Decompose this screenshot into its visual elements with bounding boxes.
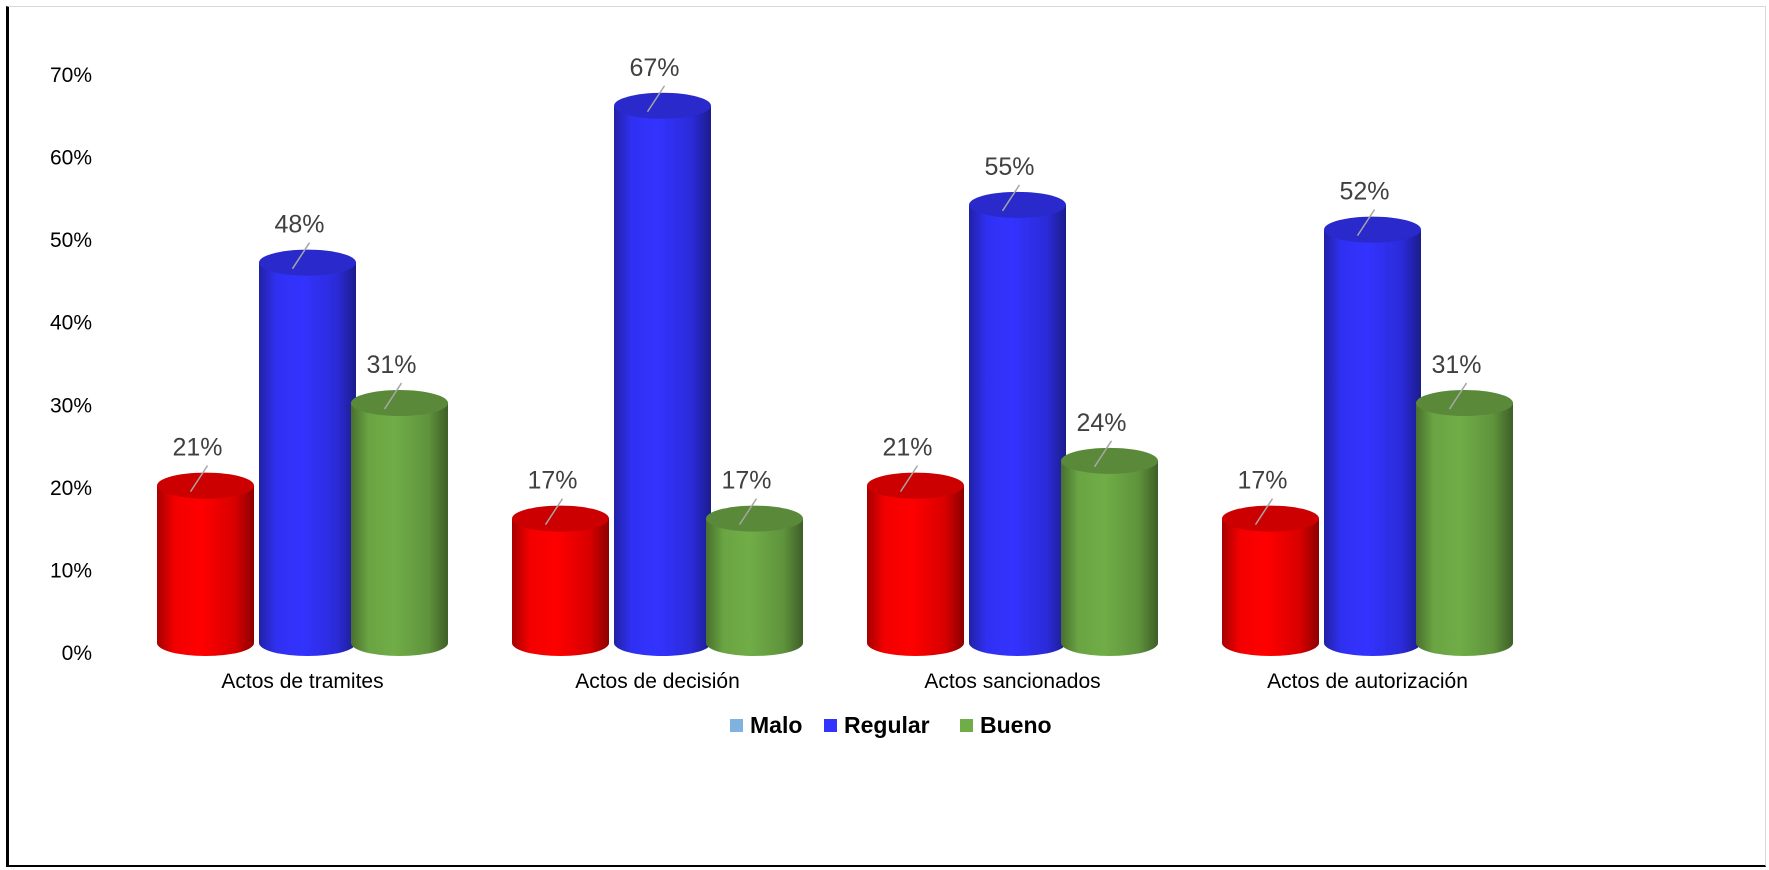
- data-label: 17%: [721, 467, 771, 495]
- bars-layer: [157, 92, 1513, 656]
- bar-top: [512, 505, 609, 532]
- leader-line: [544, 498, 564, 526]
- legend-label: Bueno: [980, 712, 1052, 738]
- x-category-label: Actos de autorización: [1267, 670, 1468, 693]
- bar-top: [969, 191, 1066, 218]
- bar-top: [259, 249, 356, 276]
- legend-swatch: [960, 719, 973, 732]
- bar-body: [867, 485, 964, 656]
- data-label: 24%: [1076, 409, 1126, 437]
- x-category-label: Actos de tramites: [221, 670, 383, 693]
- data-label: 31%: [366, 351, 416, 379]
- bar-top: [867, 472, 964, 499]
- legend-item-malo: Malo: [730, 712, 802, 738]
- legend-label: Malo: [750, 712, 802, 738]
- bar-malo: [157, 472, 254, 656]
- bar-bueno: [351, 390, 448, 656]
- bar-body: [351, 403, 448, 656]
- leader-line: [1001, 184, 1021, 212]
- data-label: 21%: [172, 434, 222, 462]
- leader-line: [899, 465, 919, 493]
- legend-item-bueno: Bueno: [960, 712, 1052, 738]
- legend-label: Regular: [844, 712, 930, 738]
- leader-line: [291, 242, 311, 270]
- bar-top: [706, 505, 803, 532]
- bar-malo: [867, 472, 964, 656]
- legend-swatch: [730, 719, 743, 732]
- bar-top: [351, 390, 448, 417]
- data-label: 17%: [527, 467, 577, 495]
- bar-body: [1324, 229, 1421, 656]
- leader-line: [1093, 440, 1113, 468]
- y-axis: 0% 10% 20% 30% 40% 50% 60% 70%: [50, 64, 92, 665]
- y-tick-label: 70%: [50, 64, 92, 87]
- bar-body: [969, 204, 1066, 656]
- bar-body: [157, 485, 254, 656]
- leader-line: [383, 382, 403, 410]
- legend-item-regular: Regular: [824, 712, 930, 738]
- bar-regular: [614, 92, 711, 656]
- leader-line: [1254, 498, 1274, 526]
- bar-body: [512, 518, 609, 656]
- bar-body: [614, 105, 711, 656]
- bar-bueno: [706, 505, 803, 656]
- y-tick-label: 50%: [50, 229, 92, 252]
- bar-top: [614, 92, 711, 119]
- bar-top: [1222, 505, 1319, 532]
- bar-body: [1222, 518, 1319, 656]
- x-category-label: Actos de decisión: [575, 670, 740, 693]
- bar-bueno: [1416, 390, 1513, 656]
- data-label: 17%: [1237, 467, 1287, 495]
- legend-swatch: [824, 719, 837, 732]
- legend: Malo Regular Bueno: [730, 712, 1052, 738]
- bar-regular: [259, 249, 356, 656]
- bar-top: [157, 472, 254, 499]
- bar-body: [1416, 403, 1513, 656]
- bar-body: [706, 518, 803, 656]
- data-label: 52%: [1339, 178, 1389, 206]
- bar-top: [1324, 216, 1421, 243]
- x-axis: Actos de tramites Actos de decisión Actos …: [221, 670, 1468, 693]
- bar-regular: [969, 191, 1066, 656]
- y-tick-label: 10%: [50, 559, 92, 582]
- y-tick-label: 60%: [50, 147, 92, 170]
- bar-malo: [1222, 505, 1319, 656]
- data-label: 48%: [274, 211, 324, 239]
- leader-line: [1356, 209, 1376, 237]
- bar-regular: [1324, 216, 1421, 656]
- leader-line: [646, 85, 666, 113]
- leader-line: [189, 465, 209, 493]
- y-tick-label: 30%: [50, 394, 92, 417]
- y-tick-label: 40%: [50, 312, 92, 335]
- data-label: 21%: [882, 434, 932, 462]
- data-label: 55%: [984, 153, 1034, 181]
- leader-line: [738, 498, 758, 526]
- bar-top: [1061, 447, 1158, 474]
- y-tick-label: 0%: [62, 642, 92, 665]
- y-tick-label: 20%: [50, 477, 92, 500]
- x-category-label: Actos sancionados: [924, 670, 1100, 693]
- bar-malo: [512, 505, 609, 656]
- data-label: 67%: [629, 54, 679, 82]
- bar-bueno: [1061, 447, 1158, 656]
- data-labels-layer: 21% 48% 31% 17% 67% 17% 21% 55% 24% 17% 52% 31%: [172, 54, 1482, 526]
- leader-line: [1448, 382, 1468, 410]
- bar-top: [1416, 390, 1513, 417]
- data-label: 31%: [1431, 351, 1481, 379]
- bar-body: [259, 262, 356, 656]
- bar-body: [1061, 460, 1158, 656]
